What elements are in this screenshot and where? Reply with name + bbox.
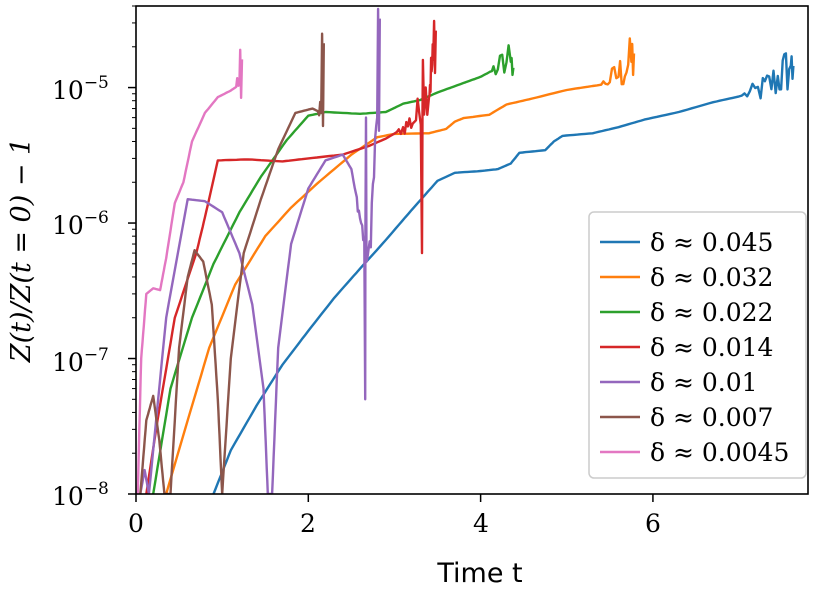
x-tick-labels: 0 2 4 6 xyxy=(128,509,661,538)
y-tick-label-1e-7: 10−7 xyxy=(52,345,109,377)
series-line-4 xyxy=(139,7,381,494)
legend-box xyxy=(588,211,807,479)
legend-label: δ ≈ 0.022 xyxy=(650,298,773,327)
series-line-0 xyxy=(212,52,795,494)
plot-frame xyxy=(135,5,809,495)
x-tick-label-4: 4 xyxy=(473,509,489,538)
series-line-1 xyxy=(165,37,636,494)
x-tick-label-2: 2 xyxy=(300,509,316,538)
series-line-3 xyxy=(145,19,437,494)
legend-label: δ ≈ 0.01 xyxy=(650,368,758,397)
legend-label: δ ≈ 0.0045 xyxy=(650,438,789,467)
y-tick-labels: 10−5 10−6 10−7 10−8 xyxy=(52,73,109,511)
x-tick-label-6: 6 xyxy=(645,509,661,538)
y-tick-label-1e-5: 10−5 xyxy=(52,73,109,105)
legend-label: δ ≈ 0.007 xyxy=(650,403,773,432)
x-tick-label-0: 0 xyxy=(128,509,144,538)
series-layer xyxy=(136,7,795,494)
legend-label: δ ≈ 0.014 xyxy=(650,333,773,362)
series-line-6 xyxy=(136,48,244,494)
y-tick-label-1e-6: 10−6 xyxy=(52,208,109,240)
legend-label: δ ≈ 0.032 xyxy=(650,263,773,292)
series-line-2 xyxy=(152,44,515,494)
y-tick-label-1e-8: 10−8 xyxy=(52,479,109,511)
y-axis-title: Z(t)/Z(t = 0) − 1 xyxy=(6,138,37,363)
axis-layer xyxy=(128,5,654,502)
legend-label: δ ≈ 0.045 xyxy=(650,228,773,257)
series-line-5 xyxy=(139,32,325,494)
legend: δ ≈ 0.045 δ ≈ 0.032 δ ≈ 0.022 δ ≈ 0.014 δ ≈ … xyxy=(588,211,807,479)
x-axis-title: Time t xyxy=(436,558,522,589)
